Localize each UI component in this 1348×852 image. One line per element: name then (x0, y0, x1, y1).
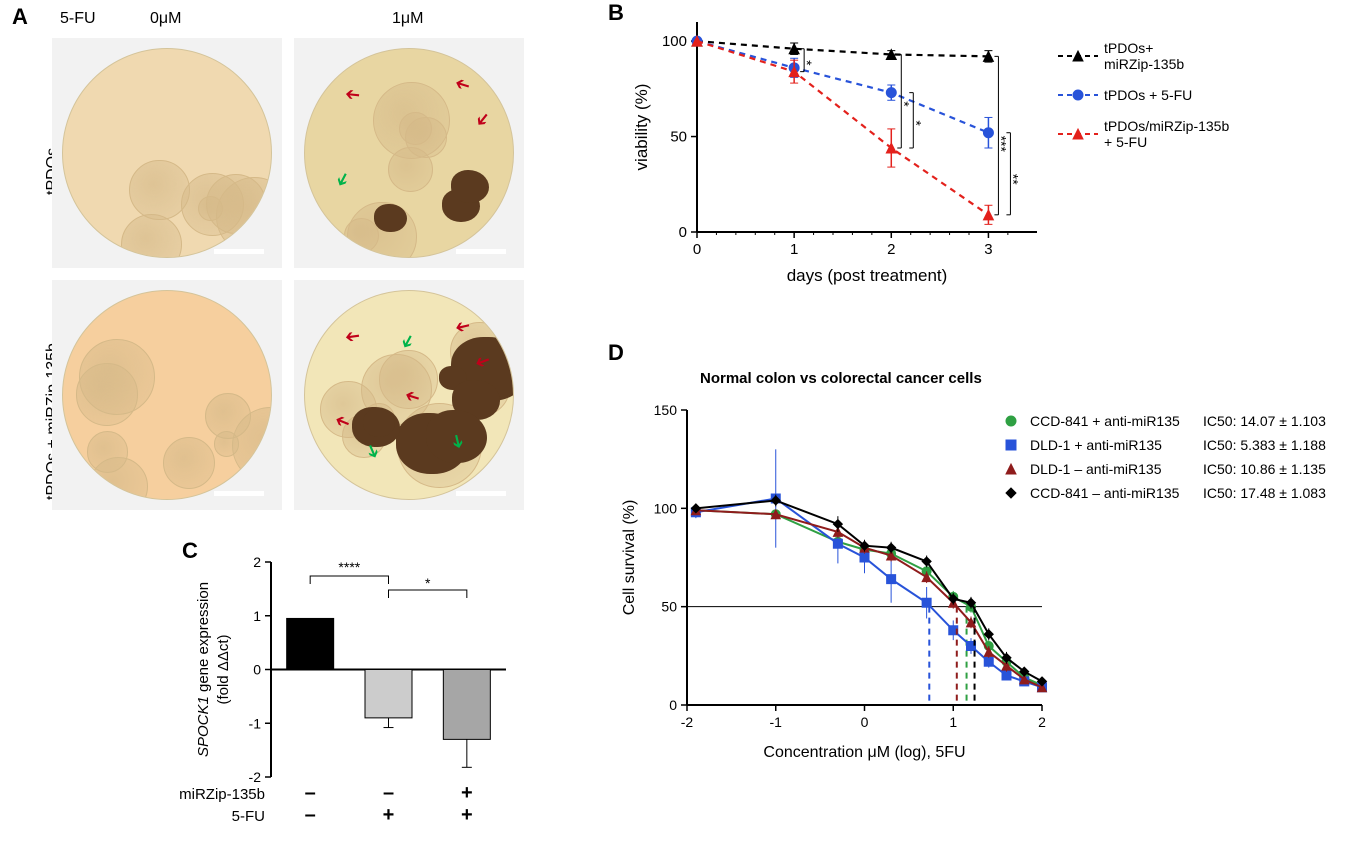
svg-text:***: *** (993, 136, 1009, 153)
svg-text:–: – (383, 782, 394, 804)
svg-text:*: * (908, 120, 924, 126)
red-arrow-icon: ➔ (470, 107, 496, 132)
svg-text:+: + (383, 804, 395, 826)
panel-a-col0-label: 0μM (150, 10, 181, 28)
svg-text:1: 1 (253, 608, 261, 624)
svg-text:–: – (305, 782, 316, 804)
scalebar-icon (214, 249, 264, 254)
legend-item: CCD-841 + anti-miR135IC50: 14.07 ± 1.103 (1000, 413, 1340, 429)
red-arrow-icon: ➔ (344, 83, 361, 105)
svg-text:0: 0 (693, 241, 701, 258)
svg-text:+: + (461, 804, 473, 826)
svg-text:0: 0 (253, 662, 261, 678)
panel-d-legend: CCD-841 + anti-miR135IC50: 14.07 ± 1.103… (1000, 413, 1340, 501)
legend-item: tPDOs/miRZip-135b + 5-FU (1058, 118, 1318, 150)
svg-text:–: – (305, 804, 316, 826)
red-arrow-icon: ➔ (452, 72, 473, 96)
panel-a-col1-label: 1μM (392, 10, 423, 28)
legend-item: CCD-841 – anti-miR135IC50: 17.48 ± 1.083 (1000, 485, 1340, 501)
green-arrow-icon: ➔ (395, 330, 421, 353)
panel-b-chart: 0 50 100 0 1 2 3 viability (%) days (post treatm… (627, 12, 1047, 287)
svg-text:50: 50 (661, 599, 677, 615)
svg-text:150: 150 (654, 402, 678, 418)
panel-a-label: A (12, 4, 28, 30)
legend-item: tPDOs + 5-FU (1058, 86, 1318, 104)
svg-text:Concentration μM (log), 5FU: Concentration μM (log), 5FU (763, 744, 965, 761)
micrograph (52, 38, 282, 268)
svg-text:100: 100 (662, 33, 687, 50)
svg-text:0: 0 (861, 714, 869, 730)
panel-b-legend: tPDOs+ miRZip-135b tPDOs + 5-FU tPDOs/miRZ… (1058, 40, 1318, 150)
scalebar-icon (456, 491, 506, 496)
svg-text:viability (%): viability (%) (632, 84, 651, 171)
svg-text:miRZip-135b: miRZip-135b (179, 786, 265, 803)
svg-text:3: 3 (984, 241, 992, 258)
svg-text:*: * (799, 60, 815, 66)
scalebar-icon (456, 249, 506, 254)
legend-item: tPDOs+ miRZip-135b (1058, 40, 1318, 72)
panel-a-5fu-label: 5-FU (60, 10, 96, 28)
svg-text:100: 100 (654, 500, 678, 516)
micrograph: ➔ ➔ ➔ ➔ (294, 38, 524, 268)
legend-item: DLD-1 + anti-miR135IC50: 5.383 ± 1.188 (1000, 437, 1340, 453)
micrograph (52, 280, 282, 510)
svg-text:****: **** (338, 559, 360, 575)
micrograph: ➔➔➔➔➔➔➔➔ (294, 280, 524, 510)
svg-text:2: 2 (887, 241, 895, 258)
svg-text:1: 1 (949, 714, 957, 730)
svg-text:50: 50 (670, 129, 687, 146)
svg-text:*: * (896, 101, 912, 107)
svg-text:Cell survival (%): Cell survival (%) (621, 500, 638, 616)
svg-text:0: 0 (679, 224, 687, 241)
svg-text:days (post treatment): days (post treatment) (787, 266, 948, 285)
svg-text:2: 2 (1038, 714, 1046, 730)
red-arrow-icon: ➔ (344, 325, 362, 348)
svg-text:5-FU: 5-FU (232, 808, 265, 825)
panel-b-label: B (608, 0, 624, 26)
svg-text:+: + (461, 782, 473, 804)
svg-text:-2: -2 (681, 714, 694, 730)
legend-item: DLD-1 – anti-miR135IC50: 10.86 ± 1.135 (1000, 461, 1340, 477)
panel-a-grid: ➔➔➔➔ ➔➔➔➔➔➔➔➔ (52, 38, 524, 510)
svg-text:SPOCK1 gene expression: SPOCK1 gene expression (195, 582, 212, 757)
panel-d-title: Normal colon vs colorectal cancer cells (700, 370, 982, 387)
svg-text:0: 0 (669, 697, 677, 713)
svg-text:*: * (425, 575, 431, 591)
svg-text:2: 2 (253, 554, 261, 570)
green-arrow-icon: ➔ (330, 168, 356, 191)
red-arrow-icon: ➔ (453, 315, 472, 339)
svg-text:**: ** (1005, 174, 1021, 185)
svg-text:-1: -1 (770, 714, 783, 730)
svg-text:-1: -1 (249, 715, 262, 731)
panel-c-chart: -2 -1 0 1 2 SPOCK1 gene expression(fold ΔΔct)… (186, 542, 516, 852)
svg-text:1: 1 (790, 241, 798, 258)
svg-text:-2: -2 (249, 769, 262, 785)
svg-text:(fold ΔΔct): (fold ΔΔct) (215, 634, 232, 704)
panel-d-chart: 0 50 100 150 -2 -1 0 1 2 Cell survival (%) Concent… (612, 395, 1057, 765)
scalebar-icon (214, 491, 264, 496)
panel-d-label: D (608, 340, 624, 366)
